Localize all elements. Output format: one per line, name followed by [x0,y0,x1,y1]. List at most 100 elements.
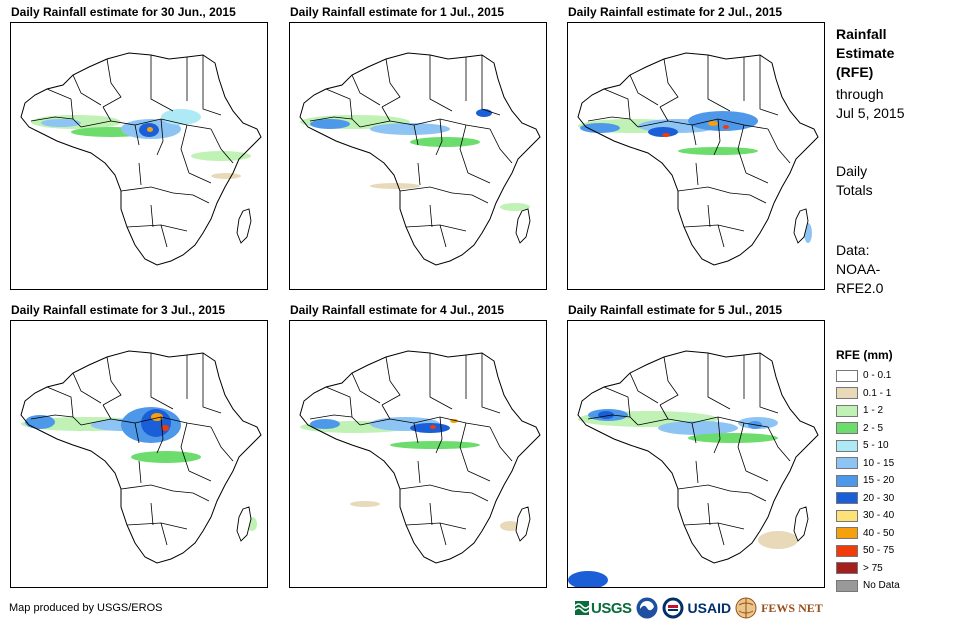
usaid-logo: USAID [687,600,732,616]
country-border [429,353,453,410]
panel-title-3: Daily Rainfall estimate for 2 Jul., 2015 [568,5,783,19]
map-panel-3 [567,22,825,290]
land-mass [300,53,540,265]
country-border [587,116,631,122]
country-border [659,356,679,406]
country-border [80,118,212,130]
country-border [717,522,725,546]
legend-item: 5 - 10 [836,437,900,455]
legend-title: RFE (mm) [836,348,893,362]
land-mass [578,351,818,563]
map-panel-4 [10,320,268,588]
legend-swatch [836,387,858,400]
country-border [150,204,154,228]
country-border [188,172,212,184]
country-border [489,426,513,462]
rainfall-area [500,203,530,211]
country-border [325,88,361,128]
country-border [180,422,190,472]
legend: 0 - 0.1 0.1 - 1 1 - 2 2 - 5 5 - 10 10 - 15 15 … [836,367,900,595]
legend-label: 5 - 10 [863,440,889,452]
legend-label: 0.1 - 1 [863,387,892,399]
data-source: Data: NOAA- RFE2.0 [836,242,884,296]
country-border [309,116,353,122]
agency-logos: USGS USAID FEWS NET [575,594,835,622]
country-border [695,460,699,484]
country-border [435,118,443,156]
coastline [20,52,262,266]
rainfall-area [662,133,670,137]
country-border [120,484,174,492]
legend-swatch [836,579,858,592]
legend-item: 10 - 15 [836,455,900,473]
country-border [745,470,769,482]
rainfall-area [476,109,492,117]
usgs-wave-icon [575,601,589,615]
country-border [429,502,433,526]
coastline [577,52,819,266]
legend-item: 1 - 2 [836,402,900,420]
rainfall-area [430,425,436,429]
legend-item: No Data [836,577,900,595]
country-border [413,422,419,444]
country-border [381,356,401,406]
rainfall-area [161,425,169,431]
country-border [172,490,210,502]
country-border [717,224,725,248]
coastline [20,350,262,564]
legend-label: 50 - 75 [863,545,895,557]
rainfall-area [658,421,738,435]
legend-label: 10 - 15 [863,457,895,469]
country-border [691,124,697,146]
rainfall-area [191,151,251,161]
coastline [577,350,819,564]
panel-title-4: Daily Rainfall estimate for 3 Jul., 2015 [11,303,226,317]
country-border [637,416,769,428]
rainfall-area [310,419,340,429]
rainfall-area [708,121,718,126]
legend-swatch [836,527,858,540]
legend-label: 20 - 30 [863,492,895,504]
country-border [351,74,381,106]
legend-item: 20 - 30 [836,490,900,508]
country-border [603,386,639,426]
country-border [72,74,102,106]
country-border [481,353,501,414]
country-border [102,58,122,108]
country-border [429,55,453,112]
country-border [637,118,769,130]
usgs-logo: USGS [575,600,632,617]
country-border [399,186,453,194]
country-border [629,74,659,106]
country-border [210,128,234,164]
country-border [210,426,234,462]
country-border [691,422,697,444]
rainfall-area [370,123,450,135]
country-border [659,58,679,108]
country-border [659,106,669,122]
country-border [381,404,391,420]
country-border [695,162,699,186]
country-border [309,414,353,420]
country-border [603,88,639,128]
madagascar [515,506,531,542]
country-border [160,522,168,546]
africa-map [299,350,541,564]
rainfall-area [758,531,798,549]
legend-item: 40 - 50 [836,525,900,543]
country-border [435,416,443,454]
country-border [172,192,210,204]
country-border [72,372,102,404]
country-border [713,118,721,156]
country-border [359,416,491,428]
country-border [467,470,491,482]
country-border [46,88,82,128]
fews-globe-icon [735,597,757,619]
legend-item: 50 - 75 [836,542,900,560]
fews-net-logo: FEWS NET [761,600,823,615]
country-border [489,128,513,164]
country-border [381,106,391,122]
country-border [587,414,631,420]
legend-swatch [836,422,858,435]
legend-item: 0 - 0.1 [836,367,900,385]
